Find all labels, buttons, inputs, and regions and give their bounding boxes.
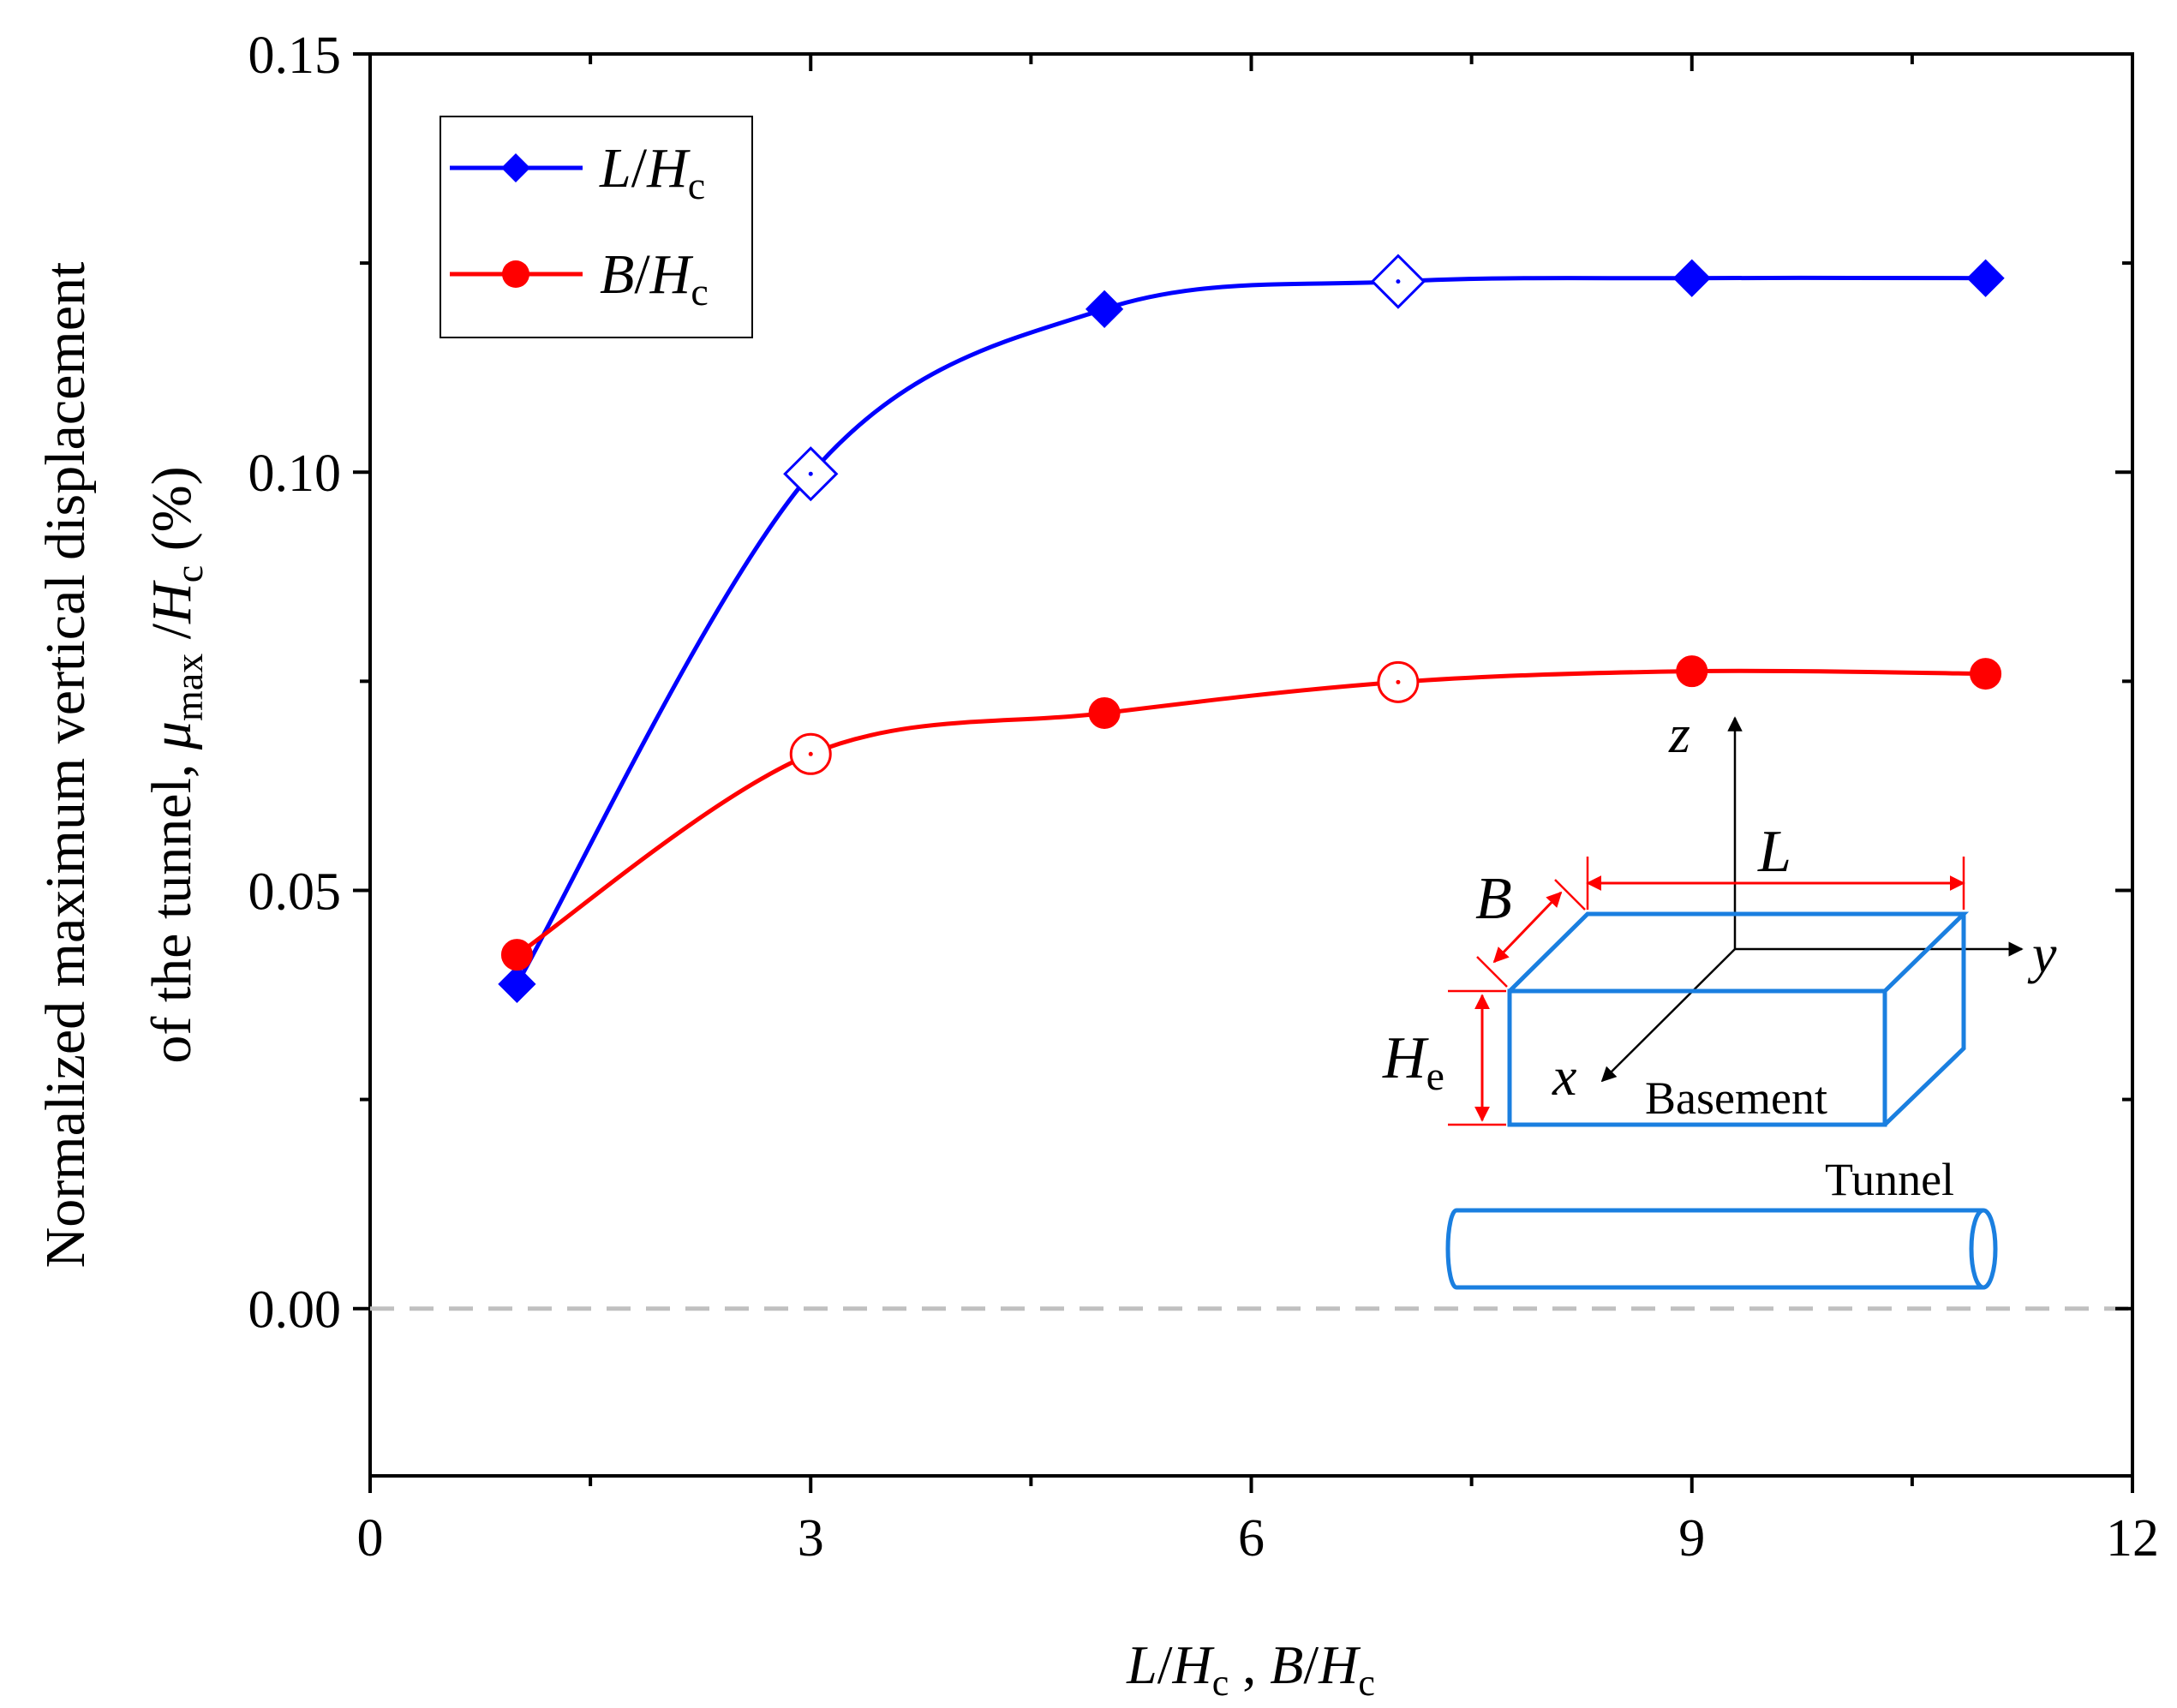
x-tick-label: 0	[357, 1509, 384, 1568]
y-tick-label: 0.00	[248, 1281, 342, 1340]
x-tick-label: 6	[1238, 1509, 1265, 1568]
x-axis-tick-labels: 0 3 6 9 12	[357, 1509, 2160, 1568]
data-point-center	[1396, 279, 1401, 284]
data-point	[1672, 259, 1711, 297]
x-axis-ticks	[368, 54, 2134, 1493]
legend-label-l-hc: L/Hc	[599, 137, 705, 207]
data-point	[1676, 655, 1708, 688]
data-point	[1966, 259, 2005, 297]
inset-y-label: y	[2027, 923, 2057, 984]
y-axis-label: Normalized maximum vertical displacement…	[34, 262, 211, 1269]
y-axis-label-line2: of the tunnel, μmax /Hc (%)	[141, 466, 211, 1063]
series-l-hc	[498, 254, 2005, 1003]
legend-marker-b-hc	[502, 260, 529, 288]
tunnel-label: Tunnel	[1825, 1154, 1954, 1205]
data-point-center	[1396, 679, 1401, 684]
tunnel-cylinder	[1445, 1208, 1998, 1290]
inset-x-label: x	[1552, 1046, 1576, 1107]
legend-entry-l-hc: L/Hc	[450, 137, 705, 207]
data-point	[1085, 290, 1124, 328]
svg-text:B: B	[1475, 866, 1512, 932]
legend-label-b-hc: B/Hc	[600, 243, 709, 314]
data-point	[500, 939, 533, 971]
data-point	[1088, 696, 1121, 729]
x-tick-label: 3	[798, 1509, 824, 1568]
data-point	[498, 964, 536, 1003]
legend-box	[440, 116, 753, 338]
y-tick-label: 0.05	[248, 863, 342, 921]
series-line	[516, 668, 1986, 957]
series-b-hc	[500, 655, 2002, 971]
x-axis-label: L/Hc , B/Hc	[1126, 1634, 1375, 1704]
legend-marker-l-hc	[501, 153, 530, 182]
data-point-center	[808, 471, 813, 476]
inset-schematic: z y x Basement L B H	[1382, 703, 2057, 1290]
inset-x-axis	[1600, 948, 1736, 1083]
y-tick-label: 0.10	[248, 445, 342, 503]
y-axis-tick-labels: 0.00 0.05 0.10 0.15	[248, 27, 342, 1340]
y-axis-ticks	[353, 52, 2132, 1311]
dimension-he: He	[1382, 989, 1506, 1126]
dimension-b: B	[1475, 866, 1586, 988]
basement-label: Basement	[1645, 1072, 1827, 1124]
legend: L/Hc B/Hc	[440, 116, 753, 338]
inset-z-label: z	[1668, 703, 1690, 764]
svg-text:He: He	[1382, 1025, 1444, 1099]
svg-text:L: L	[1757, 819, 1791, 885]
data-point	[1970, 658, 2002, 690]
series-layer	[498, 254, 2005, 1003]
y-axis-label-line1: Normalized maximum vertical displacement	[34, 262, 97, 1269]
y-tick-label: 0.15	[248, 27, 342, 85]
dimension-l: L	[1586, 819, 1965, 910]
x-tick-label: 9	[1678, 1509, 1705, 1568]
data-point-center	[808, 751, 813, 756]
x-tick-label: 12	[2106, 1509, 2159, 1568]
legend-entry-b-hc: B/Hc	[450, 243, 709, 314]
